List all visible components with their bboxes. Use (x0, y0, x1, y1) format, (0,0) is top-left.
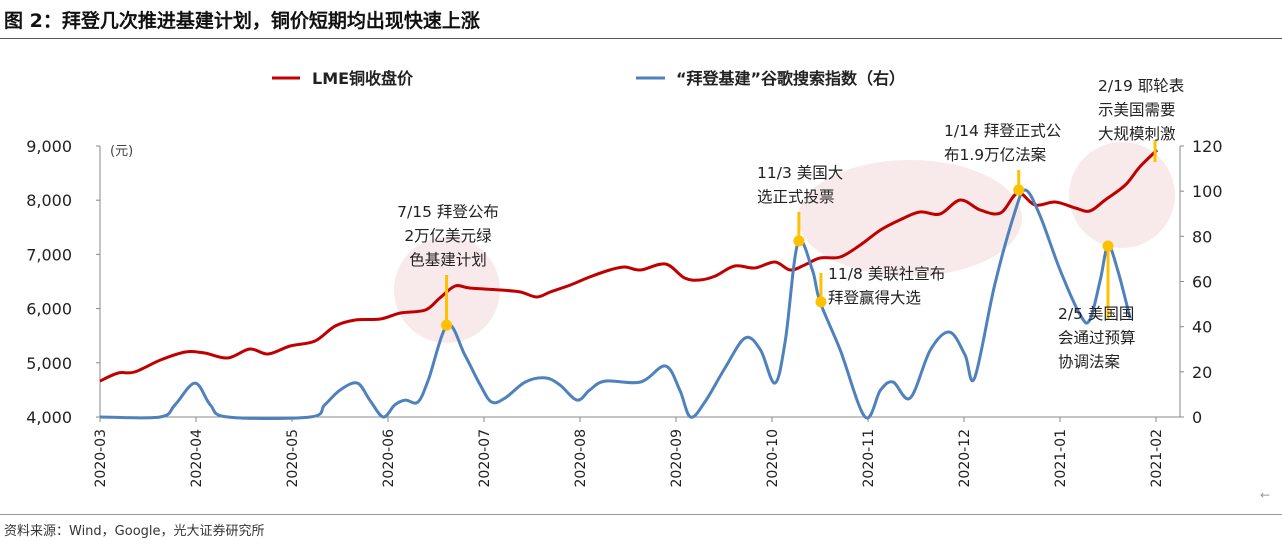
annotation-label: 选正式投票 (757, 188, 835, 206)
annotation-marker (793, 235, 805, 247)
footer-divider (0, 514, 1282, 515)
annotation-label: 示美国需要 (1098, 101, 1176, 119)
left-tick-label: 5,000 (26, 354, 72, 373)
highlight-region-feb (1069, 142, 1175, 248)
annotation-label: 11/3 美国大 (757, 164, 843, 182)
left-tick-label: 9,000 (26, 137, 72, 156)
x-tick-label: 2020-08 (573, 429, 589, 488)
left-tick-label: 6,000 (26, 300, 72, 319)
source-note: 资料来源：Wind，Google，光大证券研究所 (4, 524, 265, 539)
right-tick-label: 40 (1192, 318, 1212, 337)
annotation-label: 11/8 美联社宣布 (828, 265, 945, 283)
annotation-label: 布1.9万亿法案 (944, 146, 1047, 164)
highlight-region-nov-jan (798, 160, 1022, 276)
annotation-label: 2/19 耶轮表 (1098, 77, 1184, 95)
left-tick-label: 7,000 (26, 245, 72, 264)
annotation-label: 2万亿美元绿 (404, 227, 492, 245)
annotation-marker (1102, 240, 1114, 252)
annotation-label: 7/15 拜登公布 (397, 203, 499, 221)
x-tick-label: 2020-06 (381, 429, 397, 488)
annotation-label: 1/14 拜登正式公 (944, 122, 1061, 140)
left-tick-label: 4,000 (26, 408, 72, 427)
annotation-label: 2/5 美国国 (1058, 305, 1134, 323)
x-tick-label: 2020-03 (93, 429, 109, 488)
right-tick-label: 120 (1192, 137, 1223, 156)
annotation-label: 拜登赢得大选 (828, 289, 921, 307)
x-tick-label: 2020-10 (765, 429, 781, 488)
annotation-marker (441, 319, 453, 331)
right-tick-label: 60 (1192, 273, 1212, 292)
x-tick-label: 2020-07 (477, 429, 493, 488)
lme-copper-price-line (99, 148, 1159, 383)
left-axis-unit: (元) (110, 144, 133, 159)
x-tick-label: 2021-01 (1053, 429, 1069, 488)
right-tick-label: 0 (1192, 408, 1202, 427)
annotation-label: 色基建计划 (409, 251, 487, 269)
x-tick-label: 2020-11 (861, 429, 877, 488)
annotation-label: 会通过预算 (1058, 328, 1136, 347)
x-tick-label: 2020-05 (285, 429, 301, 488)
left-tick-label: 8,000 (26, 191, 72, 210)
annotation-marker (1013, 184, 1025, 196)
right-tick-label: 100 (1192, 182, 1223, 201)
x-tick-label: 2020-09 (669, 429, 685, 488)
legend-label-google: “拜登基建”谷歌搜索指数（右） (676, 69, 905, 88)
x-tick-label: 2021-02 (1149, 429, 1165, 488)
arrow-left-icon[interactable]: ← (1260, 488, 1271, 502)
x-tick-label: 2020-04 (189, 429, 205, 488)
x-tick-label: 2020-12 (957, 429, 973, 488)
right-tick-label: 80 (1192, 227, 1212, 246)
annotation-marker (815, 296, 827, 308)
google-search-index-line (99, 188, 1132, 420)
annotation-label: 协调法案 (1058, 353, 1121, 371)
legend-label-lme: LME铜收盘价 (312, 69, 414, 88)
right-tick-label: 20 (1192, 363, 1212, 382)
annotation-label: 大规模刺激 (1098, 125, 1176, 143)
title-divider (0, 38, 1282, 39)
chart-title: 图 2：拜登几次推进基建计划，铜价短期均出现快速上涨 (4, 10, 480, 32)
